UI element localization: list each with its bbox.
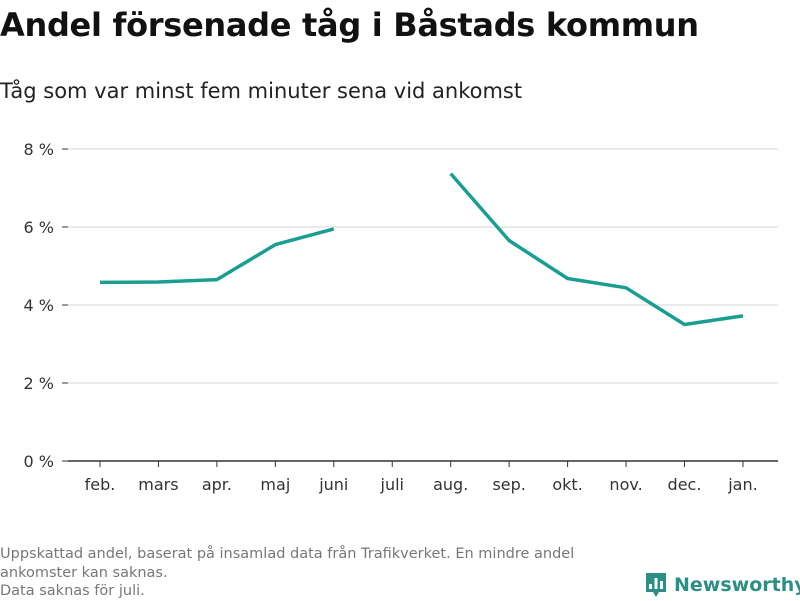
footnote-source: Uppskattad andel, baserat på insamlad da… (0, 546, 575, 581)
series-line (449, 172, 744, 327)
data-point (273, 243, 277, 247)
y-tick-label: 6 % (24, 218, 54, 237)
x-tick-label: nov. (609, 475, 642, 494)
data-point (215, 278, 219, 282)
x-tick-label: aug. (433, 475, 468, 494)
data-point (507, 239, 511, 243)
data-point (741, 314, 745, 318)
x-tick-label: mars (138, 475, 178, 494)
x-tick-label: sep. (492, 475, 525, 494)
data-point (566, 276, 570, 280)
y-tick-label: 2 % (24, 374, 54, 393)
data-point (449, 172, 453, 176)
y-tick-label: 0 % (24, 452, 54, 471)
y-tick-label: 8 % (24, 140, 54, 159)
x-tick-label: maj (260, 475, 290, 494)
x-tick-label: dec. (668, 475, 702, 494)
data-point (156, 280, 160, 284)
brand-name: Newsworthy (674, 574, 800, 596)
x-tick-label: juli (380, 475, 404, 494)
data-point (624, 286, 628, 290)
y-tick-label: 4 % (24, 296, 54, 315)
x-tick-label: apr. (202, 475, 232, 494)
series-line (99, 227, 335, 285)
x-tick-label: feb. (85, 475, 116, 494)
data-point (332, 227, 336, 231)
newsworthy-logo: Newsworthy (644, 570, 800, 600)
x-tick-label: jan. (727, 475, 757, 494)
footnote-missing-data: Data saknas för juli. (0, 583, 145, 599)
data-point (683, 323, 687, 327)
x-tick-label: okt. (552, 475, 582, 494)
chart-subtitle: Tåg som var minst fem minuter sena vid a… (0, 79, 523, 103)
data-point (98, 280, 102, 284)
chart-footnote: Uppskattad andel, baserat på insamlad da… (0, 545, 630, 601)
chart-title: Andel försenade tåg i Båstads kommun (0, 6, 699, 44)
bar-chart-logo-icon (646, 573, 666, 597)
x-tick-label: juni (318, 475, 348, 494)
